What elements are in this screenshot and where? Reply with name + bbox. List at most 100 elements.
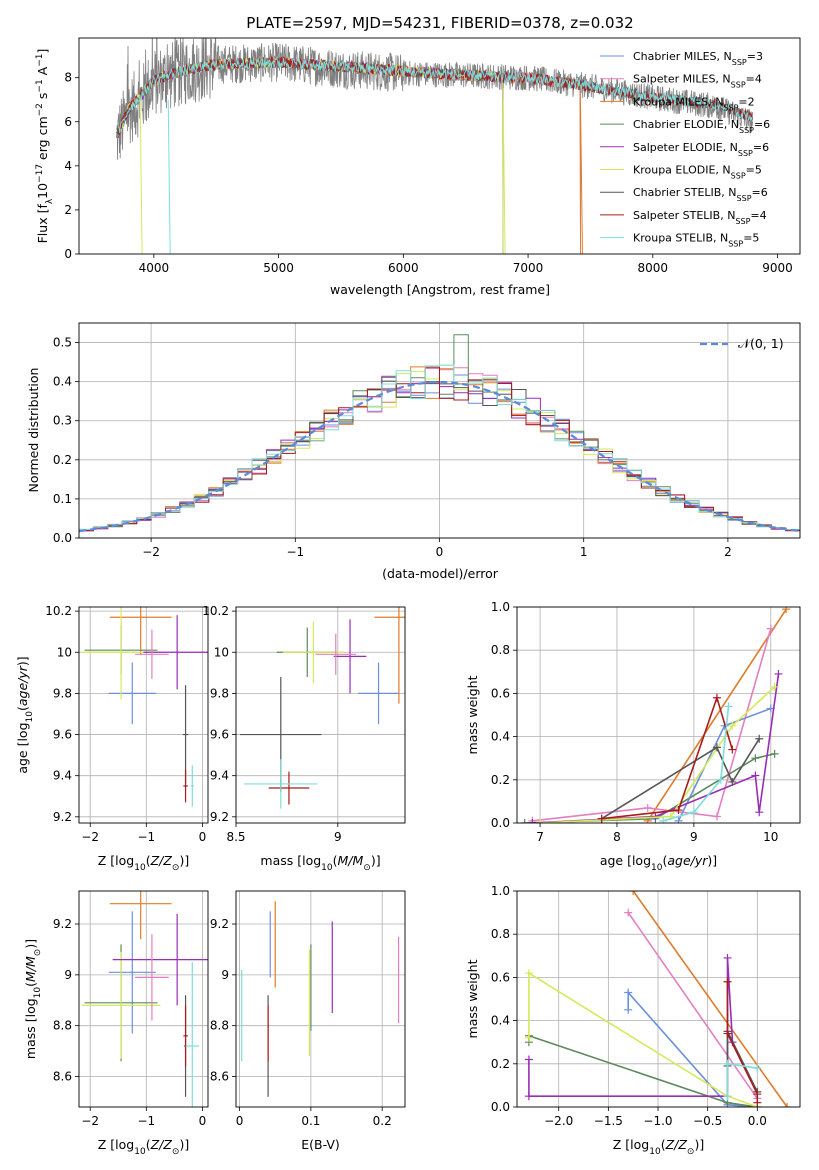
legend-name: Chabrier STELIB, N — [633, 186, 737, 199]
legend-count: =5 — [743, 232, 759, 245]
axis-label-part: age/yr — [15, 665, 30, 706]
y-tick-label: 8.8 — [53, 1019, 72, 1033]
x-tick-label: 4000 — [139, 261, 170, 275]
axis-label-part: ( — [15, 706, 30, 711]
weight-marker — [770, 749, 779, 758]
axis-label-part: ⊙ — [33, 949, 43, 957]
weight-marker — [782, 607, 791, 614]
y-tick-label: 9.8 — [210, 686, 229, 700]
axis-label-part: )] — [179, 1137, 189, 1152]
axes-frame — [78, 606, 209, 824]
y-axis-label-part: −2 — [35, 103, 45, 116]
y-tick-label: 1.0 — [491, 884, 510, 898]
legend-count: =3 — [747, 50, 763, 63]
axis-label-part: Z [log — [98, 853, 134, 868]
axis-label-part: ( — [146, 853, 151, 868]
y-tick-label: 10 — [214, 645, 229, 659]
weight-marker — [712, 812, 721, 821]
y-tick-label: 0.3 — [53, 414, 72, 428]
axis-label-part: ( — [661, 1137, 666, 1152]
x-tick-label: 0 — [199, 1114, 207, 1128]
axis-label-part: mass [log — [23, 998, 38, 1059]
histogram-step — [79, 364, 800, 533]
x-axis-label: Z [log10(Z/Z⊙)] — [613, 1137, 704, 1157]
y-tick-label: 0.2 — [491, 773, 510, 787]
axis-label-part: 10 — [649, 1147, 661, 1157]
weight-line — [528, 971, 758, 1107]
y-tick-label: 1.0 — [491, 600, 510, 614]
axis-label-part: )] — [15, 656, 30, 666]
x-tick-label: 0.0 — [748, 1114, 767, 1128]
y-tick-label: 4 — [64, 159, 72, 173]
y-axis-label: mass [log10(M/M⊙)] — [23, 939, 43, 1059]
axis-label-part: )] — [371, 853, 381, 868]
y-tick-label: 0.0 — [491, 1100, 510, 1114]
weight-marker — [774, 669, 783, 678]
axis-label-part: 10 — [33, 987, 43, 999]
legend-entry: Kroupa MILES, NSSP=2 — [633, 95, 755, 112]
axis-label-part: M/M — [23, 956, 38, 982]
axes-frame — [78, 37, 801, 255]
legend-name: Kroupa ELODIE, N — [633, 164, 731, 177]
weight-marker — [723, 1059, 732, 1068]
weight-line — [601, 738, 760, 820]
weight-marker — [755, 734, 764, 743]
y-tick-label: 8.6 — [53, 1070, 72, 1084]
x-tick-label: −1 — [137, 830, 155, 844]
x-axis-label: Z [log10(Z/Z⊙)] — [98, 1137, 189, 1157]
x-tick-label: 9 — [334, 830, 342, 844]
x-tick-label: −1 — [286, 545, 304, 559]
weight-marker — [723, 1092, 732, 1101]
y-axis-label-part: λ — [45, 198, 55, 204]
plot-area-mass_vs_Z — [81, 891, 208, 1107]
axis-label-part: age/yr — [667, 853, 708, 868]
y-tick-label: 0.4 — [491, 1014, 510, 1028]
weight-marker — [674, 816, 683, 823]
y-tick-label: 0.6 — [491, 970, 510, 984]
weight-marker — [770, 682, 779, 691]
axes-frame — [516, 890, 801, 1108]
legend-sub: SSP — [738, 148, 753, 157]
weight-marker — [674, 806, 683, 815]
weight-marker — [716, 775, 725, 784]
weight-marker — [624, 988, 633, 997]
legend-count: =4 — [750, 209, 766, 222]
axis-label-part: ( — [662, 853, 667, 868]
x-tick-label: 10 — [763, 830, 778, 844]
weight-marker — [728, 745, 737, 754]
weight-marker — [524, 1055, 533, 1064]
x-tick-label: 1 — [580, 545, 588, 559]
y-tick-label: 0.4 — [491, 730, 510, 744]
plot-area-age_vs_Z — [81, 607, 208, 807]
legend-name: Kroupa MILES, N — [633, 95, 723, 108]
legend-sub: SSP — [731, 171, 746, 180]
weight-marker — [751, 754, 760, 763]
x-tick-label: 8000 — [638, 261, 669, 275]
weight-marker — [524, 969, 533, 978]
x-axis-label: (data-model)/error — [382, 566, 499, 581]
legend-sub: SSP — [739, 126, 754, 135]
weight-marker — [723, 953, 732, 962]
axis-label-part: 10 — [134, 1147, 146, 1157]
axis-label-part: ⊙ — [687, 1147, 695, 1157]
y-tick-label: 10 — [57, 645, 72, 659]
plot-area-age_vs_mass — [240, 607, 405, 809]
panel-mass_vs_Z: −2 −1 08.68.899.2Z [log10(Z/Z⊙)]mass [log1… — [23, 890, 209, 1157]
weight-line — [532, 628, 772, 822]
legend-entry: 𝒩(0, 1) — [738, 336, 784, 351]
legend-sub: SSP — [728, 239, 743, 248]
y-tick-label: 8.6 — [210, 1070, 229, 1084]
axis-label-part: )] — [179, 853, 189, 868]
weight-marker — [724, 702, 733, 711]
y-axis-label-part: Flux [f — [35, 204, 50, 244]
legend-entry: Salpeter STELIB, NSSP=4 — [633, 209, 767, 226]
legend-sub: SSP — [723, 103, 738, 112]
axis-label-part: ( — [23, 982, 38, 987]
weight-line — [532, 673, 780, 823]
legend-sub: SSP — [732, 58, 747, 67]
panel-mass_vs_EBV: 0 0.1 0.2 8.6 8.8 9 9.2 E(B-V) — [210, 890, 406, 1152]
legend-entry: Kroupa STELIB, NSSP=5 — [633, 232, 759, 249]
y-axis-label-part: erg cm — [35, 116, 50, 164]
axis-label-part: )] — [694, 1137, 704, 1152]
